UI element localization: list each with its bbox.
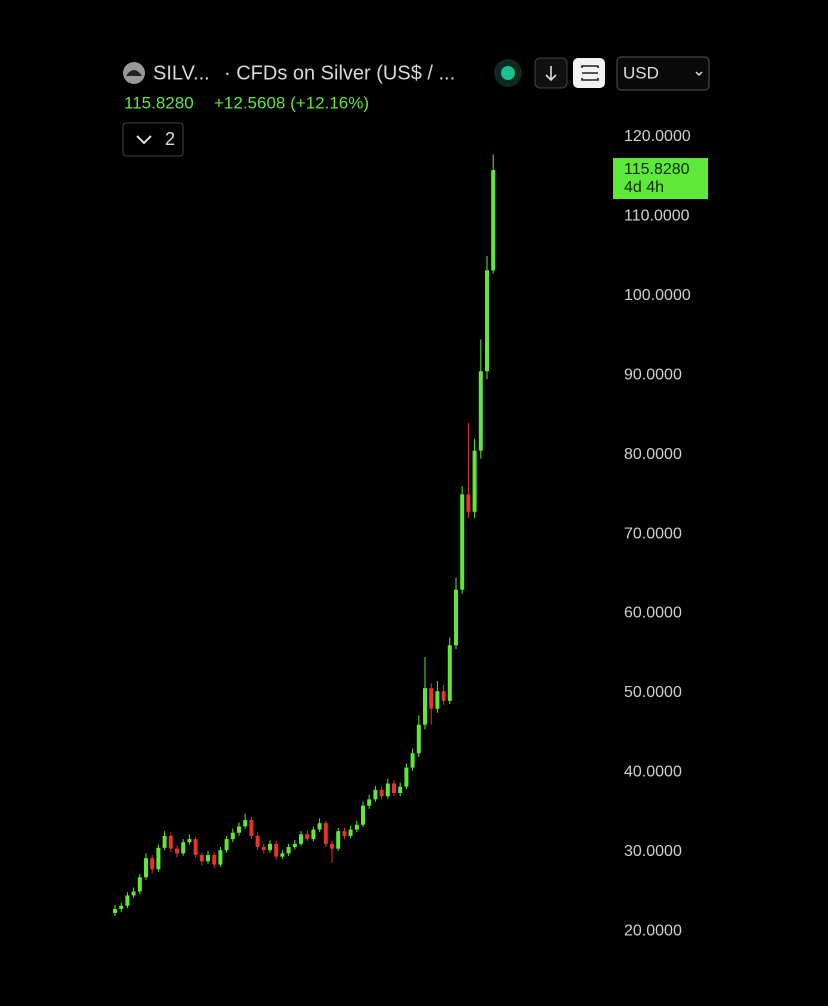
candle-body xyxy=(379,789,384,797)
candle-body xyxy=(113,908,117,913)
candle-body xyxy=(199,854,204,862)
candle-body xyxy=(472,450,477,512)
candle-body xyxy=(305,834,310,840)
last-price: 115.8280 xyxy=(124,93,194,112)
candle-body xyxy=(342,831,347,836)
candle-body xyxy=(311,829,316,840)
candle-body xyxy=(268,843,272,851)
candle-body xyxy=(317,823,322,830)
candle-body xyxy=(423,688,427,725)
candle-body xyxy=(336,831,341,849)
candle-body xyxy=(460,494,465,590)
candle-body xyxy=(230,832,235,840)
status-dot xyxy=(501,66,515,80)
candle-body xyxy=(348,829,353,836)
candle-body xyxy=(292,843,297,848)
candle-body xyxy=(441,691,446,701)
select-caret xyxy=(695,71,703,77)
candle-body xyxy=(367,799,372,806)
candle-body xyxy=(187,839,192,843)
price-change: +12.5608 (+12.16%) xyxy=(214,93,369,112)
candle-body xyxy=(212,854,217,865)
candle-body xyxy=(323,823,328,844)
y-tick-label: 90.0000 xyxy=(624,366,682,383)
y-tick-label: 120.0000 xyxy=(624,128,691,145)
countdown: 4d 4h xyxy=(624,179,664,196)
candle-body xyxy=(491,170,496,271)
candle-body xyxy=(137,877,142,892)
candle-body xyxy=(206,854,210,862)
candle-body xyxy=(150,858,155,870)
y-tick-label: 30.0000 xyxy=(624,843,682,860)
candle-body xyxy=(131,891,136,896)
candle-body xyxy=(280,853,285,857)
price-tag-label: 115.8280 xyxy=(624,161,690,178)
price-tag xyxy=(613,158,708,200)
candle-body xyxy=(429,688,434,709)
candle-body xyxy=(385,783,390,797)
candle-body xyxy=(435,691,440,709)
y-tick-label: 70.0000 xyxy=(624,525,682,542)
candle-body xyxy=(299,834,303,844)
candle-body xyxy=(237,826,241,833)
chevron-icon xyxy=(136,135,152,145)
candle-body xyxy=(373,789,378,800)
candle-body xyxy=(261,847,266,851)
candle-body xyxy=(144,858,148,878)
indicator-count: 2 xyxy=(165,129,175,149)
currency: USD xyxy=(623,63,659,82)
candle-body xyxy=(330,843,334,849)
y-tick-label: 60.0000 xyxy=(624,605,682,622)
candle-body xyxy=(224,839,229,851)
candle-body xyxy=(168,835,173,849)
candle-body xyxy=(410,753,415,768)
y-tick-label: 110.0000 xyxy=(624,208,690,225)
candle-body xyxy=(398,786,403,794)
candle-body xyxy=(162,835,167,848)
symbol-icon-glyph xyxy=(126,70,142,76)
y-tick-label: 50.0000 xyxy=(624,684,682,701)
candle-body xyxy=(255,835,260,848)
candle-body xyxy=(454,589,458,646)
currency-select[interactable] xyxy=(616,56,710,91)
y-tick-label: 100.0000 xyxy=(624,287,691,304)
candle-body xyxy=(466,494,471,512)
candle-body xyxy=(156,847,161,870)
candle-body xyxy=(274,843,279,857)
indicators-toggle[interactable] xyxy=(122,122,184,157)
candle-body xyxy=(485,270,489,372)
candle-body xyxy=(243,820,248,827)
y-tick-label: 40.0000 xyxy=(624,764,682,781)
y-tick-label: 80.0000 xyxy=(624,446,682,463)
y-tick-label: 20.0000 xyxy=(624,922,682,939)
candle-body xyxy=(286,847,291,854)
candle-body xyxy=(392,783,396,794)
candle-body xyxy=(175,848,179,854)
description: · CFDs on Silver (US$ / ... xyxy=(224,62,455,84)
candle-body xyxy=(249,820,254,836)
symbol[interactable]: SILV... xyxy=(153,62,210,84)
candle-body xyxy=(125,895,130,906)
candle-body xyxy=(478,371,483,451)
candle-body xyxy=(404,767,409,787)
candle-body xyxy=(447,645,452,701)
candle-body xyxy=(416,724,421,754)
candle-body xyxy=(181,842,186,854)
candle-body xyxy=(361,805,365,825)
down-arrow-icon xyxy=(545,66,557,82)
candle-body xyxy=(218,850,223,865)
candle-body xyxy=(193,839,198,855)
candle-body xyxy=(354,824,359,830)
compare-icon xyxy=(581,65,599,81)
candle-body xyxy=(119,905,124,909)
